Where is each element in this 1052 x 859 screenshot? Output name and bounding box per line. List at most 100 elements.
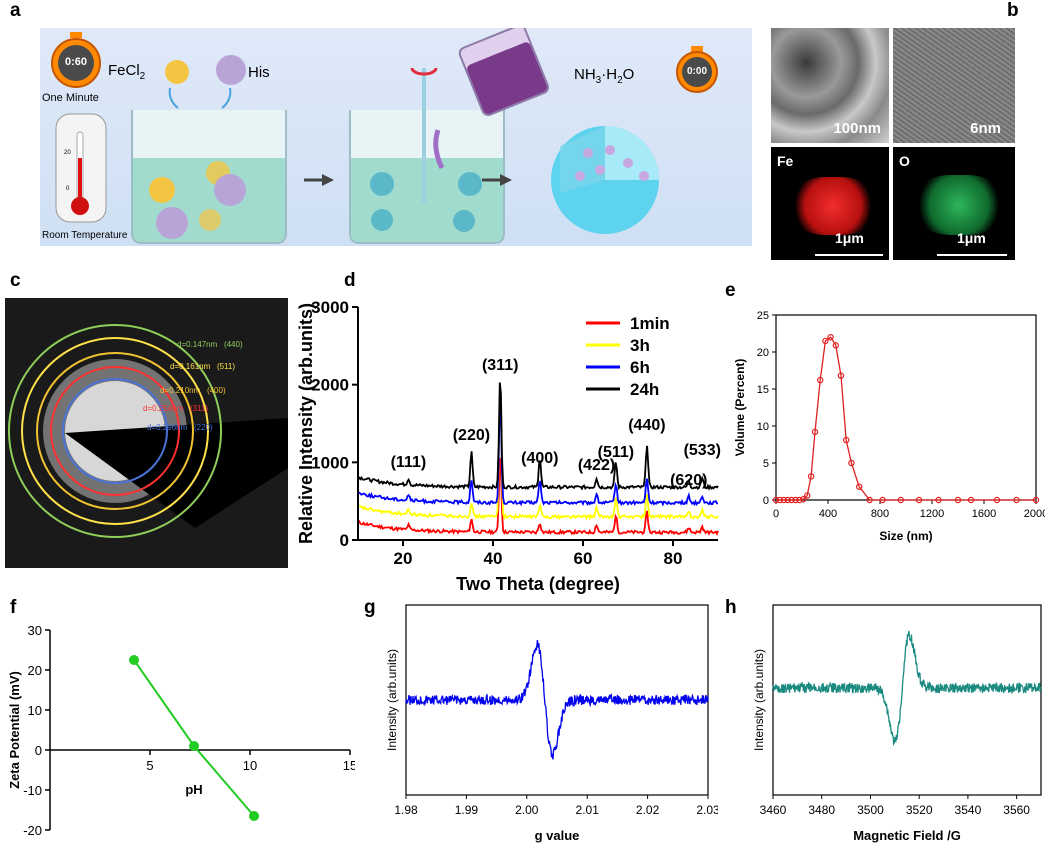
xrd-peak-label: (533) bbox=[684, 442, 721, 459]
ring-label-511: d=0.161nm (511) bbox=[170, 362, 236, 371]
zeta-ytick-label: -10 bbox=[23, 783, 42, 798]
beaker-1 bbox=[131, 110, 287, 244]
dls-line bbox=[776, 336, 1036, 501]
dls-point bbox=[807, 473, 815, 480]
xrd-xtick-label: 20 bbox=[394, 549, 413, 568]
g-xlabel: g value bbox=[535, 828, 580, 843]
zeta-ylabel: Zeta Potential (mV) bbox=[7, 671, 22, 789]
zeta-xtick-label: 10 bbox=[243, 758, 257, 773]
xrd-peak-label: (620) bbox=[670, 472, 707, 489]
epr-field-chart: 3460 3480 3500 3520 3540 3560 Magnetic Field /… bbox=[752, 604, 1042, 843]
xrd-xlabel: Two Theta (degree) bbox=[456, 574, 620, 594]
dls-xtick-label: 0 bbox=[773, 508, 779, 520]
thermo-tick-0: 0 bbox=[66, 186, 70, 192]
dls-xtick-label: 400 bbox=[819, 508, 837, 520]
dls-ytick-label: 15 bbox=[757, 384, 769, 396]
h-plot-xtick-label: 3560 bbox=[1003, 803, 1030, 817]
saed-pattern: d=0.147nm (440) d=0.161nm (511) d=0.210n… bbox=[5, 298, 288, 568]
ring-311 bbox=[50, 366, 180, 496]
xrd-peak-label: (440) bbox=[628, 417, 665, 434]
beaker-2 bbox=[349, 68, 505, 244]
dls-point bbox=[792, 496, 799, 504]
ring-220 bbox=[62, 378, 168, 484]
xrd-ylabel: Relative Intensity (arb.units) bbox=[296, 303, 316, 544]
thermo-tick-20: 20 bbox=[64, 150, 71, 156]
schematic-drawing bbox=[51, 28, 718, 244]
dls-point bbox=[800, 496, 807, 503]
panel-label-c: c bbox=[10, 270, 21, 291]
process-arrow-2 bbox=[482, 174, 512, 186]
panel-label-e: e bbox=[725, 280, 736, 301]
ring-label-440: d=0.147nm (440) bbox=[177, 340, 243, 349]
dls-point bbox=[897, 496, 904, 504]
dls-point bbox=[832, 342, 840, 349]
dls-point bbox=[837, 372, 845, 379]
h-plot-xtick-label: 3480 bbox=[808, 803, 835, 817]
dls-point bbox=[967, 496, 975, 504]
stir-arrow-icon bbox=[410, 67, 438, 76]
epr-g-chart: 1.98 1.99 2.00 2.01 2.02 2.03 g value Intensity… bbox=[385, 604, 718, 843]
dls-point bbox=[1013, 496, 1020, 504]
xrd-chart: 0 1000 2000 3000 20 40 60 80 Two Theta (degree) R… bbox=[296, 298, 721, 594]
xrd-series-24h bbox=[357, 382, 719, 491]
g-xtick-label: 2.02 bbox=[636, 803, 660, 817]
zeta-ytick-label: 20 bbox=[28, 663, 42, 678]
room-temp-label: Room Temperature bbox=[42, 230, 128, 241]
timer-start: 0:60 bbox=[64, 56, 88, 68]
xrd-legend-label: 24h bbox=[630, 380, 659, 399]
his-label: His bbox=[248, 64, 270, 81]
zeta-ytick-label: 0 bbox=[35, 743, 42, 758]
xrd-peak-label: (400) bbox=[521, 450, 558, 467]
ring-440 bbox=[8, 324, 222, 538]
dls-xtick-label: 1200 bbox=[920, 508, 944, 520]
dls-xtick-label: 800 bbox=[871, 508, 889, 520]
panel-label-a: a bbox=[10, 0, 21, 21]
dls-point bbox=[935, 496, 942, 504]
g-line bbox=[405, 640, 709, 760]
h-plot-xtick-label: 3540 bbox=[955, 803, 982, 817]
zeta-xlabel: pH bbox=[185, 782, 202, 797]
g-xtick-label: 2.01 bbox=[576, 803, 600, 817]
fe-label: Fe bbox=[777, 153, 794, 169]
scale-1um-o: 1μm bbox=[957, 230, 986, 246]
panel-label-b: b bbox=[1007, 0, 1019, 21]
dls-ytick-label: 5 bbox=[763, 458, 769, 470]
dls-point bbox=[772, 496, 780, 504]
xrd-series-6h bbox=[357, 397, 718, 507]
dls-point bbox=[816, 376, 824, 384]
nh3-label: NH3·H2O bbox=[574, 66, 635, 86]
xrd-peak-label: (111) bbox=[391, 454, 427, 471]
xrd-ytick-label: 3000 bbox=[311, 298, 349, 317]
dls-xtick-label: 1600 bbox=[972, 508, 996, 520]
dls-xlabel: Size (nm) bbox=[879, 529, 932, 543]
stopwatch-icon bbox=[676, 46, 718, 93]
o-label: O bbox=[899, 153, 910, 169]
dls-ytick-label: 0 bbox=[763, 495, 769, 507]
xrd-xtick-label: 40 bbox=[484, 549, 503, 568]
scale-1um-fe: 1μm bbox=[835, 230, 864, 246]
eds-map-fe: Fe 1μm bbox=[771, 147, 889, 260]
ring-label-311: d=0.254nm (311) bbox=[143, 404, 209, 413]
zeta-ytick-label: 30 bbox=[28, 623, 42, 638]
xrd-legend-label: 6h bbox=[630, 358, 650, 377]
ring-label-220: d=0.296nm (220) bbox=[147, 423, 213, 432]
scale-100nm: 100nm bbox=[833, 120, 881, 137]
dls-point bbox=[780, 496, 788, 504]
dls-point bbox=[915, 496, 923, 504]
g-ylabel: Intensity (arb.units) bbox=[385, 649, 399, 751]
dls-point bbox=[866, 496, 873, 504]
h-plot-xlabel: Magnetic Field /G bbox=[853, 828, 961, 843]
g-xtick-label: 1.98 bbox=[394, 803, 418, 817]
dls-ytick-label: 25 bbox=[757, 310, 769, 322]
dls-point bbox=[954, 496, 962, 504]
schematic-panel: 0:60 0:00 One Minute Room Temperature 20… bbox=[40, 28, 752, 246]
ring-label-400: d=0.210nm (400) bbox=[160, 386, 226, 395]
arrow-curve-1 bbox=[168, 87, 179, 109]
dls-point bbox=[822, 337, 829, 345]
dls-chart: 0 5 10 15 20 25 0 400 800 1200 1600 2000 Size (nm) Vo… bbox=[733, 310, 1045, 543]
ring-511 bbox=[21, 337, 209, 525]
dls-ylabel: Volume (Percent) bbox=[733, 359, 747, 457]
panel-label-g: g bbox=[364, 597, 376, 618]
dls-point bbox=[796, 496, 803, 504]
tem-image-low: 100nm bbox=[771, 28, 889, 143]
